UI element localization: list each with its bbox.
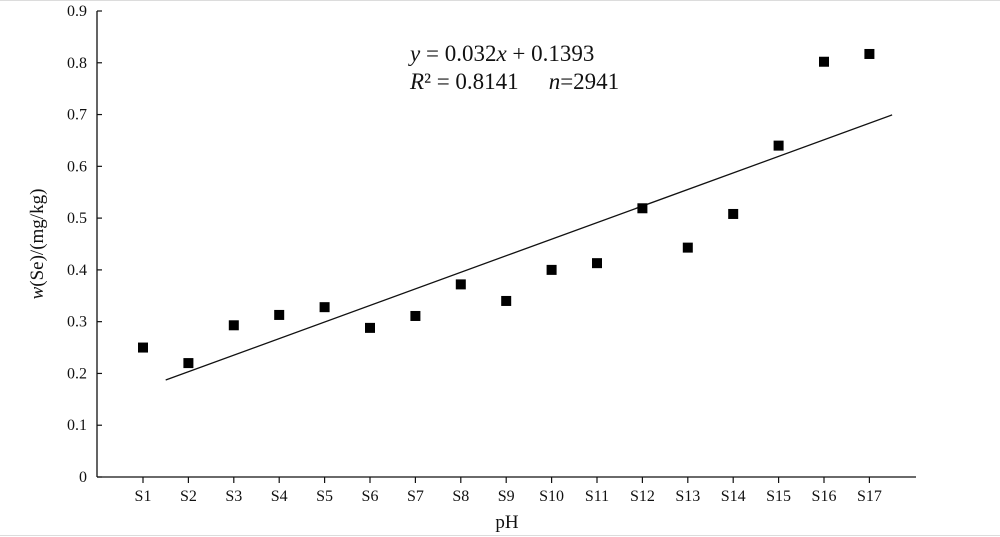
data-point [274,309,285,320]
x-tick-label: S12 [630,488,655,505]
y-axis-title-rest: (Se)/(mg/kg) [27,189,48,287]
x-ticks: S1 S2 S3 S4 S5 S6 S7 S8 S9 S10 S11 S12 S13 S14 S15 S16 S… [135,477,882,505]
data-point [455,279,466,290]
x-tick-label: S2 [180,488,197,505]
y-tick-label: 0 [79,469,87,486]
data-point [864,48,875,59]
regression-equation: y = 0.032x + 0.1393 [408,41,594,66]
x-tick-label: S5 [316,488,333,505]
stats-n: n [549,69,561,94]
y-axis-title: w(Se)/(mg/kg) [27,189,48,300]
y-tick-label: 0.2 [67,365,87,382]
data-point [501,295,512,306]
x-tick-label: S11 [585,488,609,505]
data-point [410,310,421,321]
data-point [319,302,330,313]
x-tick-label: S7 [407,488,424,505]
data-point [819,56,829,67]
x-tick-label: S17 [857,488,882,505]
y-axis-title-italic: w [27,286,48,299]
y-tick-label: 0.7 [67,107,87,124]
x-axis-title: pH [495,512,519,533]
y-tick-label: 0.3 [67,314,87,331]
x-tick-label: S15 [766,488,791,505]
equation-y: y [408,41,421,66]
x-tick-label: S16 [812,488,837,505]
y-tick-label: 0.4 [67,262,87,279]
data-point [637,203,648,214]
data-point [592,258,602,269]
equation-x: x [495,41,507,66]
data-point [546,264,557,275]
y-tick-label: 0.6 [67,158,87,175]
data-point [682,242,693,253]
x-tick-label: S10 [539,488,564,505]
x-tick-label: S1 [135,488,152,505]
regression-annotation: y = 0.032x + 0.1393 R² = 0.8141 n=2941 [408,41,619,94]
data-point [183,358,194,369]
x-tick-label: S14 [721,488,746,505]
regression-stats: R² = 0.8141 n=2941 [409,69,619,94]
y-tick-label: 0.5 [67,210,87,227]
stats-n-rest: =2941 [560,69,619,94]
data-point [138,342,148,353]
stats-r: R [409,69,424,94]
y-ticks: 0 0.1 0.2 0.3 0.4 0.5 0.6 0.7 0.8 0.9 [67,3,102,486]
data-point [728,208,739,219]
x-tick-label: S4 [271,488,288,505]
x-tick-label: S3 [225,488,242,505]
data-point [228,320,239,331]
x-tick-label: S6 [362,488,379,505]
x-tick-label: S9 [498,488,515,505]
data-point [365,322,375,333]
x-tick-label: S13 [675,488,700,505]
y-tick-label: 0.8 [67,55,87,72]
equation-rest: = 0.032 [420,41,496,66]
y-tick-label: 0.9 [67,3,87,20]
stats-r-rest: ² = 0.8141 [424,69,519,94]
data-point [773,140,784,151]
y-tick-label: 0.1 [67,417,87,434]
x-tick-label: S8 [452,488,469,505]
equation-tail: + 0.1393 [507,41,595,66]
trendline [165,114,893,381]
data-points [138,48,875,369]
